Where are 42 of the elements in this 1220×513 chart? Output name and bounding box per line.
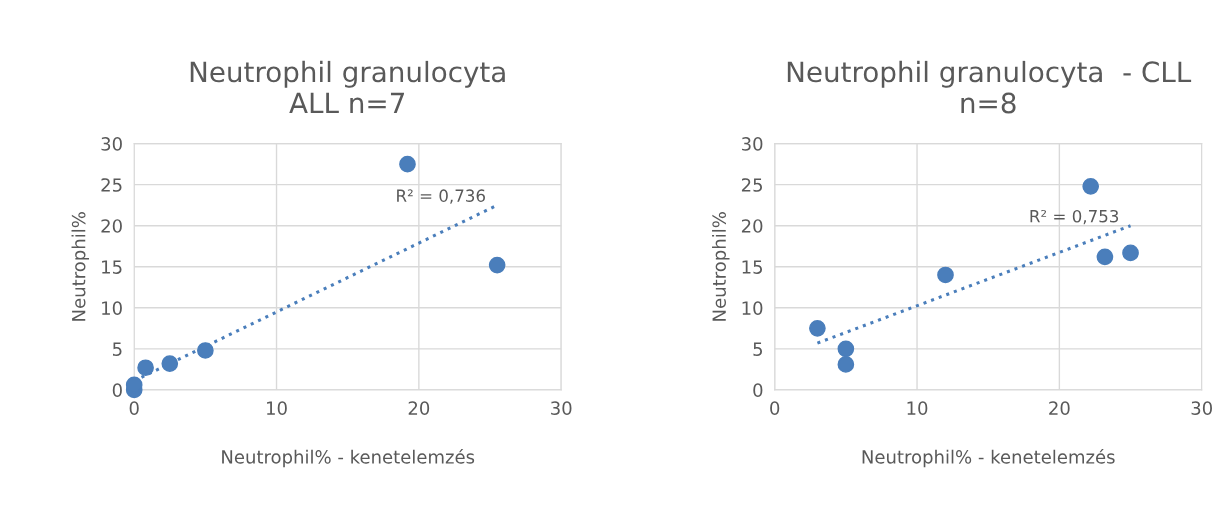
y-tick-label: 25 — [741, 178, 763, 192]
x-tick-label: 10 — [907, 401, 928, 415]
y-tick-label: 0 — [753, 383, 763, 397]
y-tick-label: 30 — [101, 137, 122, 151]
y-axis-title: Neutrophil% — [712, 212, 730, 321]
point — [1122, 244, 1139, 262]
x-tick-label: 0 — [129, 401, 139, 415]
y-tick-label: 10 — [102, 301, 122, 315]
point — [1096, 248, 1114, 266]
chart-title: Neutrophil granulocyta - CLL n=8 — [787, 60, 1192, 114]
point — [809, 319, 826, 337]
y-tick-label: 25 — [101, 178, 122, 192]
x-tick-label: 20 — [408, 401, 430, 415]
x-axis-title: Neutrophil% - kenetelemzés — [862, 449, 1115, 468]
y-tick-label: 15 — [742, 260, 763, 274]
y-tick-label: 20 — [741, 219, 763, 233]
x-tick-label: 30 — [551, 401, 572, 415]
x-tick-label: 20 — [1049, 401, 1070, 415]
x-tick-label: 30 — [1191, 401, 1212, 415]
y-tick-label: 0 — [112, 383, 122, 397]
x-axis-title: Neutrophil% - kenetelemzés — [222, 449, 475, 468]
point — [197, 342, 214, 359]
point — [1082, 177, 1100, 195]
annotation: R² = 0,753 — [1030, 209, 1119, 225]
point — [837, 340, 855, 358]
annotation: R² = 0,736 — [397, 189, 485, 204]
y-tick-label: 10 — [742, 301, 763, 315]
y-tick-label: 15 — [102, 260, 122, 274]
y-tick-label: 5 — [753, 342, 763, 356]
y-axis-title: Neutrophil% — [71, 212, 89, 321]
point — [137, 359, 154, 377]
y-tick-label: 20 — [101, 219, 122, 233]
point — [161, 355, 179, 372]
point — [488, 256, 506, 274]
y-tick-label: 5 — [112, 342, 122, 356]
point — [937, 266, 954, 284]
y-tick-label: 30 — [741, 137, 763, 151]
chart-title: Neutrophil granulocyta ALL n=7 — [190, 60, 505, 114]
x-tick-label: 0 — [770, 401, 780, 415]
point — [837, 356, 855, 373]
point — [399, 155, 416, 173]
x-tick-label: 10 — [267, 401, 287, 415]
